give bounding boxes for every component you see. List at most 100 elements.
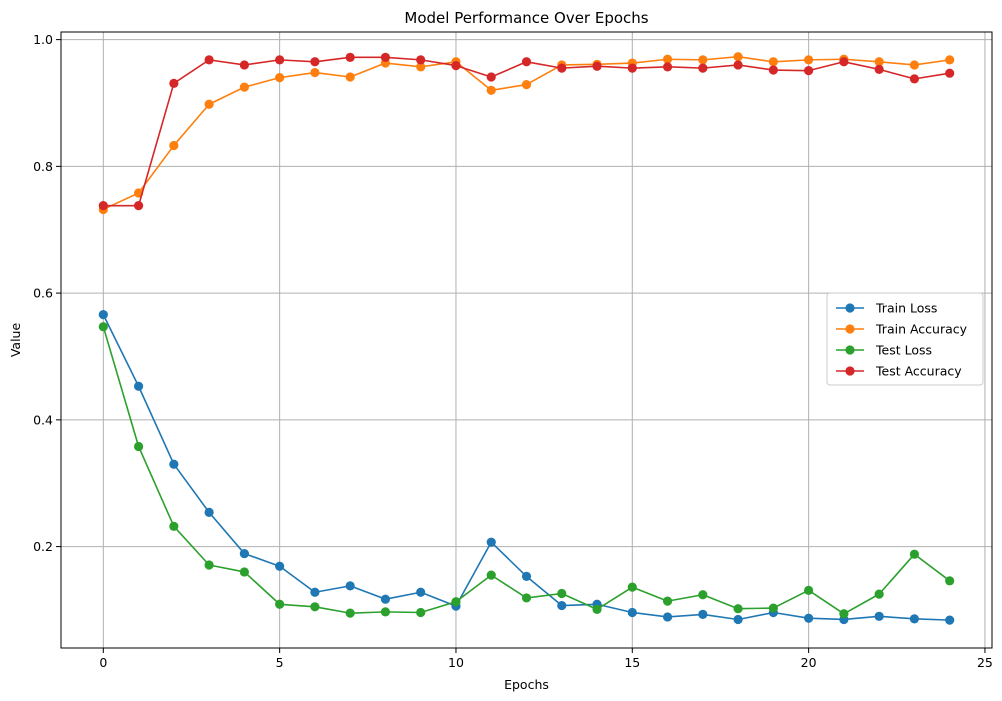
data-point-train-loss bbox=[874, 611, 884, 621]
data-point-test-loss bbox=[345, 608, 355, 618]
data-point-test-loss bbox=[380, 607, 391, 617]
x-tick-label: 10 bbox=[448, 655, 464, 670]
data-point-train-accuracy bbox=[662, 54, 673, 64]
data-point-train-accuracy bbox=[345, 72, 355, 82]
legend-label-test-accuracy: Test Accuracy bbox=[875, 364, 962, 379]
y-tick-label: 0.2 bbox=[33, 539, 53, 554]
data-point-test-loss bbox=[275, 599, 285, 609]
data-point-train-loss bbox=[239, 548, 249, 559]
data-point-train-accuracy bbox=[416, 62, 426, 72]
data-point-test-loss bbox=[804, 585, 814, 595]
data-point-test-accuracy bbox=[310, 57, 320, 67]
data-point-train-loss bbox=[909, 614, 920, 624]
data-point-train-loss bbox=[804, 613, 814, 623]
y-tick-label: 0.8 bbox=[33, 159, 53, 174]
data-point-test-loss bbox=[839, 609, 849, 619]
series-test-accuracy bbox=[98, 52, 955, 211]
data-point-train-accuracy bbox=[804, 55, 814, 65]
data-point-test-accuracy bbox=[874, 64, 884, 74]
data-point-train-loss bbox=[521, 571, 532, 581]
data-point-test-accuracy bbox=[451, 60, 461, 71]
data-point-train-loss bbox=[945, 615, 955, 625]
data-point-train-accuracy bbox=[310, 67, 320, 78]
x-tick-label: 20 bbox=[801, 655, 817, 670]
data-point-test-accuracy bbox=[839, 57, 849, 67]
grid bbox=[61, 32, 992, 648]
data-point-test-accuracy bbox=[204, 55, 214, 65]
data-point-train-loss bbox=[275, 561, 285, 571]
data-point-test-accuracy bbox=[521, 57, 532, 67]
data-point-test-accuracy bbox=[557, 63, 567, 73]
data-point-train-loss bbox=[662, 612, 673, 622]
data-point-train-accuracy bbox=[486, 85, 496, 95]
legend-marker-train-accuracy bbox=[845, 324, 855, 334]
data-point-train-loss bbox=[557, 600, 567, 611]
data-point-train-loss bbox=[98, 310, 108, 320]
data-point-test-loss bbox=[733, 604, 743, 614]
data-point-test-loss bbox=[698, 590, 708, 600]
legend-box bbox=[826, 292, 984, 386]
data-point-test-loss bbox=[169, 521, 179, 531]
data-point-train-accuracy bbox=[275, 73, 285, 83]
data-point-test-accuracy bbox=[486, 72, 496, 82]
data-point-train-accuracy bbox=[204, 99, 214, 109]
data-point-train-accuracy bbox=[521, 80, 532, 90]
x-tick-label: 5 bbox=[276, 655, 284, 670]
series-train-accuracy bbox=[98, 52, 955, 215]
series-layer bbox=[98, 52, 955, 625]
data-point-test-accuracy bbox=[698, 63, 708, 73]
data-point-test-loss bbox=[239, 567, 249, 577]
data-point-test-accuracy bbox=[662, 62, 673, 72]
data-point-train-accuracy bbox=[698, 55, 708, 65]
data-point-test-accuracy bbox=[627, 63, 637, 73]
data-point-train-loss bbox=[486, 537, 496, 547]
series-line-test-accuracy bbox=[103, 56, 950, 207]
data-point-train-loss bbox=[698, 609, 708, 620]
data-point-test-loss bbox=[310, 602, 320, 612]
legend: Train Loss Train Accuracy Test Loss Test Ac… bbox=[826, 292, 984, 386]
data-point-test-accuracy bbox=[275, 55, 285, 65]
data-point-test-accuracy bbox=[380, 52, 391, 62]
data-point-test-loss bbox=[592, 604, 602, 614]
data-point-train-accuracy bbox=[768, 57, 778, 67]
data-point-train-accuracy bbox=[909, 60, 920, 70]
data-point-test-accuracy bbox=[239, 60, 249, 70]
data-point-test-loss bbox=[521, 593, 532, 603]
data-point-test-accuracy bbox=[909, 74, 920, 84]
data-point-train-loss bbox=[133, 381, 144, 391]
data-point-test-accuracy bbox=[768, 65, 778, 75]
x-tick-label: 0 bbox=[99, 655, 107, 670]
data-point-train-loss bbox=[733, 614, 743, 625]
data-point-test-accuracy bbox=[804, 66, 814, 76]
data-point-test-loss bbox=[204, 560, 214, 570]
data-point-test-loss bbox=[627, 582, 637, 592]
series-test-loss bbox=[98, 322, 955, 619]
data-point-test-accuracy bbox=[416, 55, 426, 65]
chart-title: Model Performance Over Epochs bbox=[404, 9, 648, 27]
data-point-test-loss bbox=[416, 607, 426, 618]
data-point-train-loss bbox=[169, 459, 179, 469]
axis-ticks: 0 5 10 15 20 25 0.2 0.4 0.6 0.8 1.0 bbox=[33, 32, 993, 670]
data-point-test-loss bbox=[662, 596, 673, 606]
data-point-train-accuracy bbox=[239, 82, 249, 92]
data-point-test-loss bbox=[486, 570, 496, 580]
series-train-loss bbox=[98, 310, 955, 625]
data-point-train-loss bbox=[204, 507, 214, 517]
data-point-train-loss bbox=[416, 587, 426, 597]
data-point-test-loss bbox=[768, 603, 778, 613]
series-line-train-accuracy bbox=[102, 55, 950, 211]
legend-label-test-loss: Test Loss bbox=[875, 343, 932, 358]
y-tick-label: 1.0 bbox=[33, 32, 53, 47]
data-point-train-accuracy bbox=[733, 52, 743, 62]
y-axis-label: Value bbox=[8, 323, 23, 358]
y-tick-label: 0.4 bbox=[33, 412, 53, 427]
data-point-train-accuracy bbox=[169, 140, 179, 151]
data-point-train-loss bbox=[380, 594, 391, 604]
legend-marker-test-loss bbox=[845, 345, 855, 355]
data-point-train-loss bbox=[345, 581, 355, 591]
legend-label-train-accuracy: Train Accuracy bbox=[875, 322, 968, 337]
data-point-train-loss bbox=[310, 587, 320, 597]
x-tick-label: 25 bbox=[977, 655, 993, 670]
